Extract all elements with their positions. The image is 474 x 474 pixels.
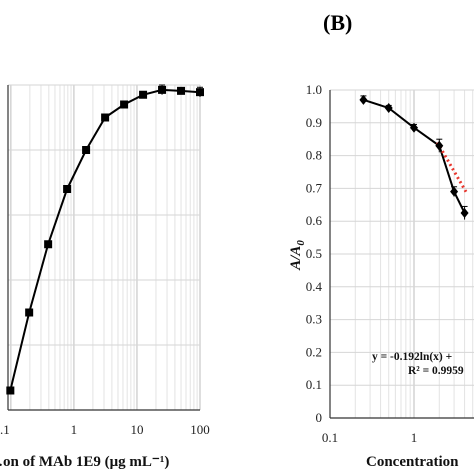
panel-b-data-point [460,208,469,218]
panel-a-data-point [6,386,15,395]
panel-a-axes [7,85,200,411]
panel-b-fit-r-squared: R² = 0.9959 [408,365,464,377]
panel-b-y-tick-label: 0.7 [306,180,323,195]
panel-a-x-tick-label: 100 [190,422,210,437]
panel-b-y-axis-label: A/A0 [288,240,307,271]
panel-b-series-line [363,98,466,214]
panel-a-data-point [177,86,186,95]
panel-b-y-tick-label: 0.3 [306,312,322,327]
panel-b-y-label-main: A/A [288,246,304,271]
panel-a-x-tick-label: 1 [71,422,78,437]
panel-b-y-tick-label: 0.4 [306,279,323,294]
panel-a-x-tick-label: 10 [130,422,143,437]
panel-a-tick-labels: .1 1 10 100 [0,422,210,437]
panel-b-y-label-sub: 0 [295,240,307,246]
panel-b-x-tick-label: 1 [411,430,418,445]
panel-a-data-point [158,85,167,94]
panel-a-error-bars [7,84,203,393]
panel-b-label: (B) [323,10,352,35]
panel-a-data-point [139,90,148,99]
panel-a-data-point [101,113,110,122]
panel-b-data-point [410,122,418,133]
panel-b-gridlines [329,89,474,419]
panel-a-chart: .1 1 10 100 …on of MAb 1E9 (μg mL⁻¹) [0,84,210,470]
panel-b-data-point [435,140,444,151]
panel-b-y-tick-label: 0.8 [306,148,322,163]
panel-b-x-axis-label: Concentration [366,454,459,470]
panel-a-data-point [25,308,34,317]
panel-b-y-tick-label: 0.5 [306,246,322,261]
panel-a-markers [6,85,204,395]
panel-b-markers [359,94,469,218]
panel-a-data-point [196,88,204,97]
panel-a-data-point [63,185,72,193]
panel-b-y-tick-label: 1.0 [306,82,322,97]
panel-a-data-point [44,240,53,249]
panel-a-gridlines [8,84,201,411]
panel-b-y-tick-label: 0.9 [306,115,322,130]
panel-a-x-axis-label: …on of MAb 1E9 (μg mL⁻¹) [0,454,169,470]
panel-b-data-point [450,186,459,197]
panel-b-tick-labels: 0 0.1 0.2 0.3 0.4 0.5 0.6 0.7 0.8 0.9 1.0 0.1 1 [306,82,418,445]
panel-b-data-point [359,94,368,105]
svg-text:A/A0: A/A0 [288,240,307,271]
panel-b-axes [329,90,474,419]
panel-a-x-tick-label: .1 [0,422,10,437]
panel-b-y-tick-label: 0 [316,410,323,425]
panel-b-y-tick-label: 0.1 [306,377,322,392]
panel-b-fit-equation: y = -0.192ln(x) + [372,351,452,363]
panel-b-y-tick-label: 0.2 [306,344,322,359]
panel-b-data-point [384,103,393,114]
panel-a-data-point [120,100,129,109]
panel-b-x-tick-label: 0.1 [322,430,338,445]
panel-a-data-point [82,146,91,154]
panel-b-y-tick-label: 0.6 [306,213,323,228]
panel-b-chart: (B) 00.10.20.30.40.50.60.70.80.91.00.1 1 … [288,10,474,470]
